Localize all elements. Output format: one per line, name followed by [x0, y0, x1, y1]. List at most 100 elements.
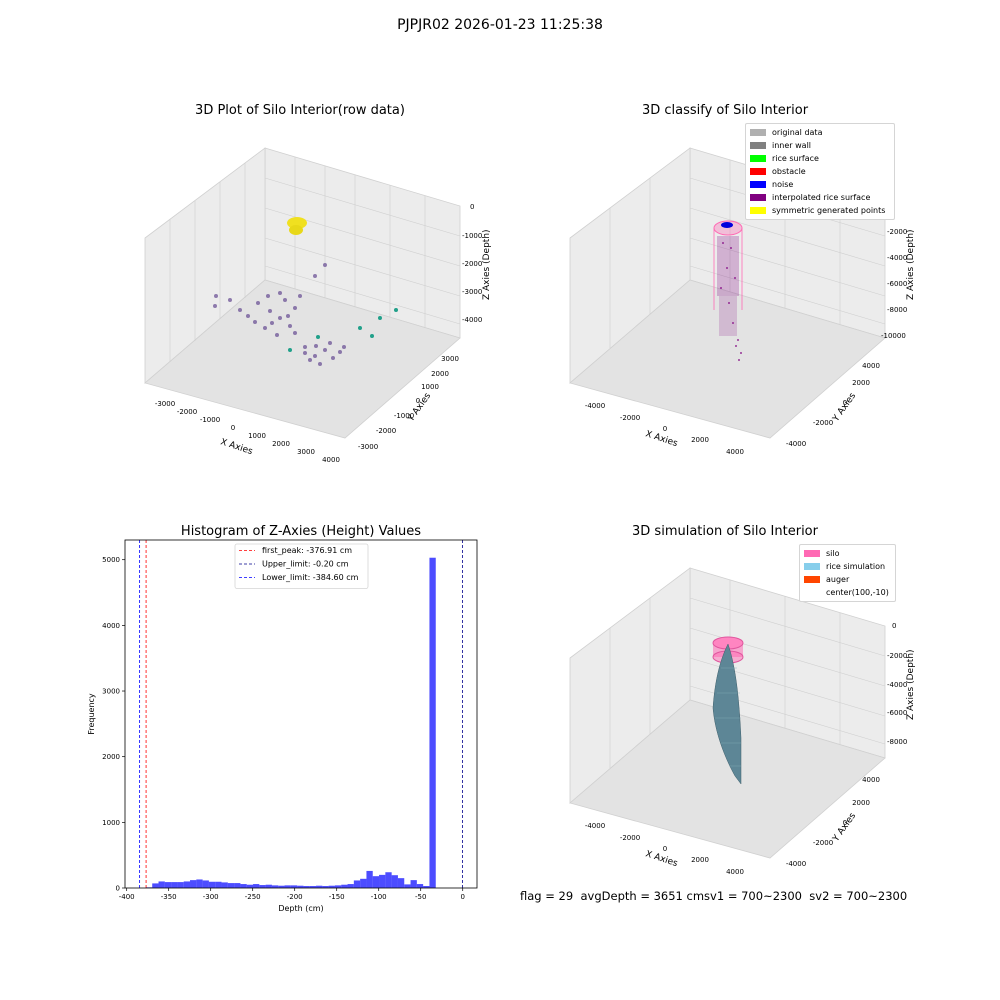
raw-z-label: Z Axies (Depth) [482, 229, 492, 300]
histogram-threshold-lines [139, 540, 463, 888]
histogram-bar [316, 885, 323, 888]
svg-text:-4000: -4000 [887, 254, 907, 262]
histogram-bar [353, 880, 361, 888]
histogram-y-ticks: 0 1000 2000 3000 4000 5000 [102, 556, 125, 893]
histogram-bar [240, 884, 247, 888]
histogram-bar [284, 885, 291, 888]
histogram-chart: -400 -350 -300 -250 -200 -150 -100 -50 0 0 1000 20… [87, 539, 478, 913]
classify-y-ticks: -4000 -2000 0 2000 4000 [786, 362, 880, 448]
classify-legend: original data inner wall rice surface obsta… [745, 123, 895, 220]
svg-text:2000: 2000 [852, 379, 870, 387]
svg-text:-4000: -4000 [462, 316, 482, 324]
simulation-legend: silo rice simulation auger center(100,-10) [799, 544, 896, 602]
raw-z-ticks: 0 -1000 -2000 -3000 -4000 [462, 203, 482, 324]
histogram-x-tick-label: -350 [161, 893, 177, 901]
histogram-bar [366, 870, 373, 888]
histogram-frame [124, 539, 478, 889]
svg-text:-1000: -1000 [462, 232, 482, 240]
simulation-legend-swatch [804, 563, 820, 570]
svg-text:-4000: -4000 [786, 440, 806, 448]
svg-text:-2000: -2000 [887, 652, 907, 660]
classify-legend-label: original data [772, 128, 823, 137]
svg-text:0: 0 [843, 819, 847, 827]
histogram-x-tick-label: -50 [415, 893, 426, 901]
svg-text:4000: 4000 [862, 362, 880, 370]
histogram-bar [404, 884, 411, 888]
simulation-legend-label: center(100,-10) [826, 588, 889, 597]
histogram-x-tick-label: -250 [245, 893, 261, 901]
histogram-bar [271, 885, 279, 888]
classify-x-ticks: -4000 -2000 0 2000 4000 [585, 402, 744, 456]
histogram-x-tick-label: -100 [371, 893, 387, 901]
svg-text:Z Axies (Depth): Z Axies (Depth) [906, 649, 916, 720]
histogram-bar [297, 885, 304, 888]
classify-legend-swatch [750, 168, 766, 175]
simulation-rice-surface [712, 643, 742, 785]
histogram-bar [309, 886, 317, 888]
svg-text:0: 0 [892, 622, 896, 630]
raw-y-ticks: -3000 -2000 -10000 1000 2000 3000 [358, 355, 459, 451]
histogram-legend: first_peak: -376.91 cm Upper_limit: -0.20… [234, 543, 369, 589]
svg-text:-2000: -2000 [376, 427, 396, 435]
raw-pane-walls [144, 147, 461, 439]
classify-legend-item: original data [746, 126, 894, 139]
svg-text:-6000: -6000 [887, 280, 907, 288]
histogram-bar [341, 884, 348, 888]
histogram-bar [322, 886, 329, 888]
histogram-bar [360, 878, 367, 888]
classify-silo-cylinder [713, 220, 743, 310]
svg-text:-2000: -2000 [620, 414, 640, 422]
histogram-bar [391, 875, 398, 888]
classify-interpolated-points [717, 236, 742, 361]
histogram-bar [253, 884, 260, 888]
classify-legend-label: interpolated rice surface [772, 193, 871, 202]
histogram-y-tick-label: 4000 [102, 622, 120, 630]
histogram-bar [410, 880, 417, 888]
svg-text:Y Axies: Y Axies [831, 811, 859, 844]
simulation-legend-item: silo [800, 547, 895, 560]
svg-text:-2000: -2000 [177, 408, 197, 416]
svg-text:-2000: -2000 [620, 834, 640, 842]
svg-text:0: 0 [231, 424, 235, 432]
histogram-legend-label: Upper_limit: -0.20 cm [262, 560, 349, 569]
svg-text:2000: 2000 [691, 436, 709, 444]
svg-text:4000: 4000 [862, 776, 880, 784]
status-footer: flag = 29 avgDepth = 3651 cmsv1 = 700~23… [520, 889, 908, 903]
svg-text:0: 0 [470, 203, 474, 211]
histogram-bar [416, 884, 424, 888]
histogram-bar [215, 881, 222, 888]
histogram-y-tick-label: 0 [116, 885, 120, 893]
svg-text:-4000: -4000 [585, 822, 605, 830]
svg-text:0: 0 [663, 425, 667, 433]
simulation-legend-item: auger [800, 573, 895, 586]
simulation-rice-mesh [715, 667, 741, 767]
svg-text:Z Axies (Depth): Z Axies (Depth) [906, 229, 916, 300]
simulation-3d-plot: -4000 -2000 0 2000 4000 X Axies -4000 -2000… [569, 567, 916, 876]
svg-text:-4000: -4000 [887, 681, 907, 689]
histogram-bar [183, 881, 191, 888]
histogram-bar [347, 884, 354, 888]
histogram-bar [221, 882, 228, 888]
classify-legend-swatch [750, 181, 766, 188]
histogram-bar [290, 885, 298, 888]
histogram-x-tick-label: -300 [203, 893, 219, 901]
svg-text:-8000: -8000 [887, 306, 907, 314]
histogram-x-tick-label: -200 [287, 893, 303, 901]
raw-scatter-points [213, 263, 346, 366]
histogram-bars [145, 557, 436, 888]
classify-z-ticks: -2000 -4000 -6000 -8000 -10000 [881, 228, 907, 340]
classify-legend-item: obstacle [746, 165, 894, 178]
svg-text:-1000: -1000 [394, 412, 414, 420]
histogram-bar [234, 883, 241, 888]
svg-text:-2000: -2000 [887, 228, 907, 236]
svg-text:-6000: -6000 [887, 709, 907, 717]
svg-text:2000: 2000 [272, 440, 290, 448]
simulation-legend-swatch [804, 589, 820, 596]
raw-scatter-teal [288, 308, 398, 352]
raw-surface-cluster [287, 217, 307, 235]
svg-text:-2000: -2000 [462, 260, 482, 268]
svg-text:3000: 3000 [297, 448, 315, 456]
classify-legend-swatch [750, 194, 766, 201]
simulation-legend-swatch [804, 576, 820, 583]
histogram-bar [246, 884, 254, 888]
